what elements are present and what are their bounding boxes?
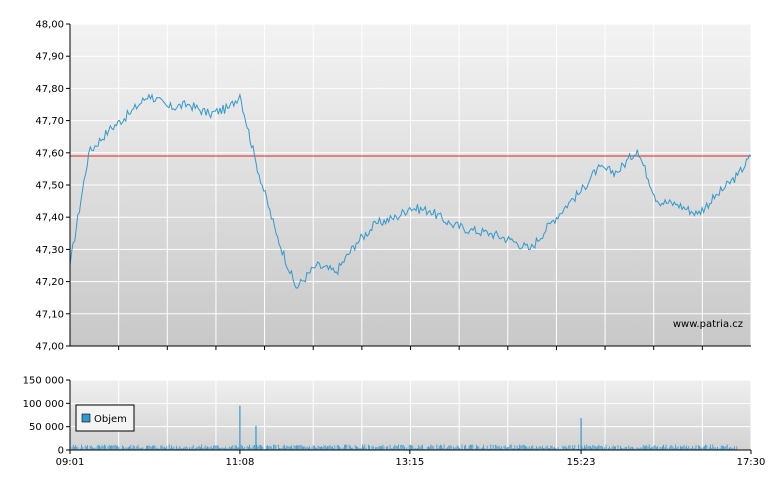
price-y-tick-label: 47,00 [35, 342, 64, 353]
price-y-tick-label: 47,90 [35, 52, 64, 63]
x-tick-label: 11:08 [226, 457, 255, 468]
price-y-tick-label: 47,40 [35, 213, 64, 224]
volume-grid [70, 379, 752, 450]
volume-y-tick-label: 0 [58, 446, 64, 457]
volume-x-axis: 09:01 11:08 13:15 15:23 17:30 [56, 450, 766, 468]
x-tick-label: 13:15 [395, 457, 424, 468]
volume-y-tick-label: 100 000 [23, 399, 64, 410]
watermark: www.patria.cz [673, 319, 743, 330]
price-y-axis: 47,00 47,10 47,20 47,30 47,40 47,50 47,60 47,70… [35, 20, 70, 353]
price-y-tick-label: 47,50 [35, 181, 64, 192]
legend-swatch [81, 413, 91, 423]
price-y-tick-label: 47,20 [35, 277, 64, 288]
price-grid [70, 23, 752, 350]
x-tick-label: 09:01 [56, 457, 85, 468]
volume-legend: Objem [75, 404, 135, 432]
price-y-tick-label: 47,80 [35, 84, 64, 95]
legend-label: Objem [94, 414, 127, 425]
price-y-tick-label: 48,00 [35, 20, 64, 31]
price-y-tick-label: 47,30 [35, 245, 64, 256]
price-y-tick-label: 47,60 [35, 148, 64, 159]
x-tick-label: 15:23 [567, 457, 596, 468]
price-panel: 47,00 47,10 47,20 47,30 47,40 47,50 47,60 47,70… [35, 20, 752, 353]
price-y-tick-label: 47,70 [35, 116, 64, 127]
x-tick-label: 17:30 [737, 457, 766, 468]
volume-y-axis: 0 50 000 100 000 150 000 [23, 376, 70, 457]
volume-y-tick-label: 150 000 [23, 376, 64, 387]
volume-y-tick-label: 50 000 [29, 422, 64, 433]
price-line [69, 92, 752, 289]
price-y-tick-label: 47,10 [35, 309, 64, 320]
volume-panel: 0 50 000 100 000 150 000 09:01 11:08 13:15 15:… [23, 376, 766, 469]
